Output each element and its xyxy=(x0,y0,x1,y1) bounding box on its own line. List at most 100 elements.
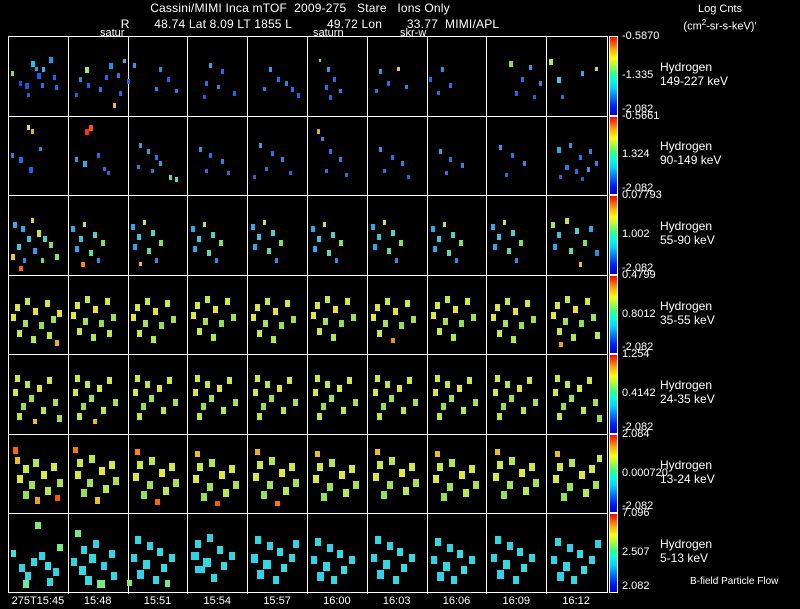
heatmap-frame[interactable] xyxy=(188,275,249,356)
heatmap-pixel xyxy=(53,568,59,577)
heatmap-frame[interactable] xyxy=(69,275,129,356)
heatmap-frame[interactable] xyxy=(69,196,129,276)
heatmap-frame[interactable] xyxy=(428,37,488,117)
heatmap-frame[interactable] xyxy=(9,355,69,435)
heatmap-frame[interactable] xyxy=(248,37,308,117)
figure-subtitle: R 48.74 Lat 8.09 LT 1855 L 49.72 Lon 33.… xyxy=(120,17,500,31)
heatmap-frame[interactable] xyxy=(69,37,129,117)
heatmap-pixel xyxy=(595,250,599,257)
heatmap-frame[interactable] xyxy=(547,276,607,356)
heatmap-frame[interactable] xyxy=(248,116,308,197)
heatmap-frame[interactable] xyxy=(308,37,368,117)
heatmap-frame[interactable] xyxy=(428,514,488,594)
heatmap-pixel xyxy=(553,474,559,483)
heatmap-pixel xyxy=(311,226,315,233)
panel-energy-range: 90-149 keV xyxy=(660,153,722,168)
heatmap-pixel xyxy=(97,258,100,264)
heatmap-pixel xyxy=(23,258,26,264)
heatmap-frame[interactable] xyxy=(69,434,129,515)
heatmap-frame[interactable] xyxy=(188,355,249,435)
heatmap-frame[interactable] xyxy=(308,116,368,197)
heatmap-frame[interactable] xyxy=(248,434,308,515)
colorbar-mid-label: 0.8012 xyxy=(622,307,656,320)
heatmap-pixel xyxy=(321,492,327,501)
heatmap-frame[interactable] xyxy=(129,275,189,356)
heatmap-frame[interactable] xyxy=(9,434,69,515)
heatmap-frame[interactable] xyxy=(308,196,368,276)
heatmap-frame[interactable] xyxy=(308,434,368,515)
heatmap-frame[interactable] xyxy=(308,355,368,435)
heatmap-pixel xyxy=(85,295,90,303)
colorbar-min-label: -2.082 xyxy=(622,420,654,433)
heatmap-pixel xyxy=(589,464,595,473)
heatmap-frame[interactable] xyxy=(248,275,308,356)
x-axis-tick-label: 15:54 xyxy=(203,595,232,607)
heatmap-pixel xyxy=(375,536,381,545)
heatmap-frame[interactable] xyxy=(368,355,428,435)
heatmap-frame[interactable] xyxy=(9,514,69,594)
heatmap-pixel xyxy=(557,146,561,153)
heatmap-frame[interactable] xyxy=(368,196,428,276)
heatmap-frame[interactable] xyxy=(428,434,488,515)
heatmap-pixel xyxy=(97,580,105,589)
heatmap-frame[interactable] xyxy=(188,37,249,117)
heatmap-frame[interactable] xyxy=(129,355,189,435)
heatmap-frame[interactable] xyxy=(547,117,607,197)
heatmap-frame[interactable] xyxy=(129,37,189,117)
heatmap-frame[interactable] xyxy=(248,514,308,594)
heatmap-pixel xyxy=(379,69,382,74)
heatmap-frame[interactable] xyxy=(487,196,548,276)
heatmap-frame[interactable] xyxy=(9,196,69,276)
heatmap-frame[interactable] xyxy=(487,37,548,117)
heatmap-frame[interactable] xyxy=(9,37,69,117)
heatmap-frame[interactable] xyxy=(368,275,428,356)
heatmap-frame[interactable] xyxy=(368,37,428,117)
heatmap-pixel xyxy=(589,226,593,233)
heatmap-frame[interactable] xyxy=(9,275,69,356)
heatmap-frame[interactable] xyxy=(69,116,129,197)
heatmap-frame[interactable] xyxy=(428,116,488,197)
heatmap-frame[interactable] xyxy=(188,514,249,594)
heatmap-pixel xyxy=(75,301,80,309)
heatmap-pixel xyxy=(325,85,328,90)
heatmap-frame[interactable] xyxy=(428,196,488,276)
heatmap-frame[interactable] xyxy=(487,275,548,356)
heatmap-frame[interactable] xyxy=(487,514,548,594)
heatmap-frame[interactable] xyxy=(248,355,308,435)
heatmap-frame[interactable] xyxy=(129,514,189,594)
heatmap-frame[interactable] xyxy=(248,196,308,276)
heatmap-frame[interactable] xyxy=(69,514,129,594)
heatmap-pixel xyxy=(261,490,267,499)
heatmap-pixel xyxy=(353,480,359,489)
heatmap-frame[interactable] xyxy=(188,116,249,197)
heatmap-frame[interactable] xyxy=(69,355,129,435)
heatmap-frame[interactable] xyxy=(188,434,249,515)
heatmap-pixel xyxy=(131,554,137,563)
heatmap-frame[interactable] xyxy=(129,116,189,197)
heatmap-pixel xyxy=(85,67,89,73)
heatmap-pixel xyxy=(257,570,264,580)
heatmap-frame[interactable] xyxy=(487,116,548,197)
heatmap-frame[interactable] xyxy=(368,434,428,515)
heatmap-pixel xyxy=(469,556,475,565)
heatmap-pixel xyxy=(497,413,502,421)
heatmap-frame[interactable] xyxy=(487,434,548,515)
heatmap-frame[interactable] xyxy=(308,514,368,594)
heatmap-pixel xyxy=(209,152,212,158)
heatmap-frame[interactable] xyxy=(428,355,488,435)
heatmap-frame[interactable] xyxy=(308,275,368,356)
heatmap-frame[interactable] xyxy=(9,116,69,197)
heatmap-frame[interactable] xyxy=(129,434,189,515)
heatmap-frame[interactable] xyxy=(368,116,428,197)
heatmap-pixel xyxy=(391,230,395,237)
heatmap-frame[interactable] xyxy=(129,196,189,276)
heatmap-pixel xyxy=(217,385,222,393)
heatmap-frame[interactable] xyxy=(368,514,428,594)
heatmap-pixel xyxy=(147,542,153,551)
heatmap-pixel xyxy=(455,258,458,264)
heatmap-frame[interactable] xyxy=(487,355,548,435)
heatmap-frame[interactable] xyxy=(188,196,249,276)
heatmap-frame[interactable] xyxy=(428,275,488,356)
heatmap-pixel xyxy=(449,458,455,467)
heatmap-pixel xyxy=(17,244,21,251)
